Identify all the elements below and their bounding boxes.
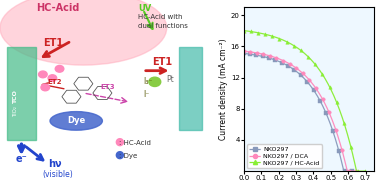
Circle shape — [39, 71, 47, 78]
Circle shape — [41, 84, 50, 91]
Text: ●: ● — [114, 150, 124, 160]
Text: HC-Acid with: HC-Acid with — [138, 14, 183, 20]
Text: hν: hν — [48, 159, 61, 169]
Text: ET1: ET1 — [152, 57, 172, 67]
Text: dual functions: dual functions — [138, 23, 188, 29]
Text: I₃⁻: I₃⁻ — [143, 77, 152, 86]
Y-axis label: Current density (mA cm⁻²): Current density (mA cm⁻²) — [219, 39, 228, 140]
Text: HC-Acid: HC-Acid — [36, 3, 79, 13]
Legend: NKO297, NKO297 / DCA, NKO297 / HC-Acid: NKO297, NKO297 / DCA, NKO297 / HC-Acid — [247, 144, 322, 168]
Text: : HC-Acid: : HC-Acid — [119, 140, 151, 146]
Text: I⁻: I⁻ — [143, 90, 149, 99]
Polygon shape — [179, 46, 203, 130]
Circle shape — [48, 75, 57, 81]
Text: ET3: ET3 — [100, 84, 115, 90]
Ellipse shape — [50, 112, 102, 130]
Text: e⁻: e⁻ — [15, 154, 27, 164]
Text: Pt: Pt — [167, 75, 175, 84]
Text: ●: ● — [114, 137, 124, 147]
Circle shape — [149, 77, 161, 86]
Text: Dye: Dye — [67, 116, 85, 125]
Text: UV: UV — [138, 4, 151, 13]
Ellipse shape — [0, 0, 167, 65]
Text: (visible): (visible) — [43, 170, 74, 179]
Polygon shape — [7, 46, 36, 140]
Circle shape — [55, 65, 64, 72]
Text: TiO₂: TiO₂ — [13, 106, 18, 117]
Text: ET1: ET1 — [43, 39, 63, 49]
Text: : Dye: : Dye — [119, 153, 137, 159]
Text: ET2: ET2 — [48, 79, 62, 85]
Text: TCO: TCO — [13, 90, 18, 104]
